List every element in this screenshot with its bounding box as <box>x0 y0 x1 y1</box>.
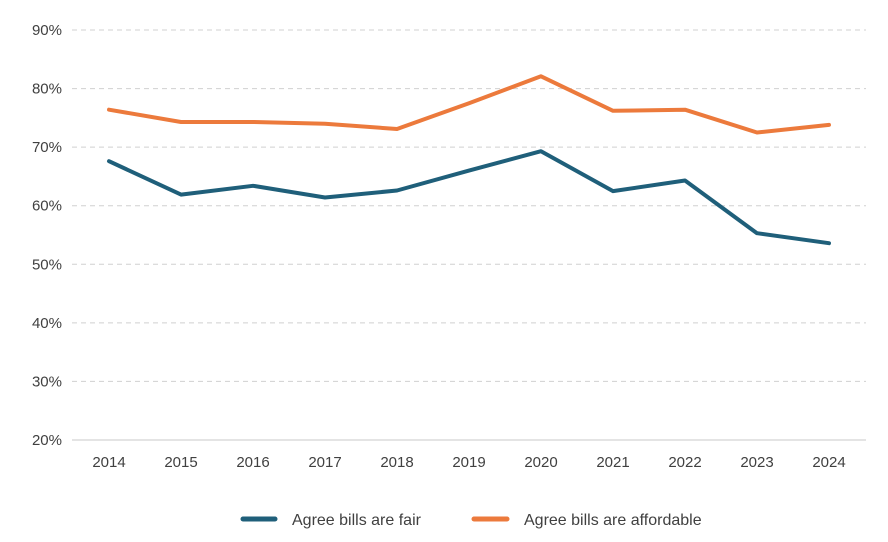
x-tick-label: 2018 <box>380 454 413 471</box>
x-tick-label: 2019 <box>452 454 485 471</box>
y-tick-label: 30% <box>32 373 62 390</box>
x-tick-label: 2024 <box>812 454 845 471</box>
gridlines <box>72 29 866 382</box>
y-tick-label: 90% <box>32 22 62 39</box>
x-tick-label: 2017 <box>308 454 341 471</box>
x-tick-label: 2020 <box>524 454 557 471</box>
legend-item-affordable: Agree bills are affordable <box>471 512 702 529</box>
y-tick-label: 70% <box>32 139 62 156</box>
series-line-affordable <box>107 74 831 135</box>
legend-label-affordable: Agree bills are affordable <box>524 512 702 529</box>
series-group <box>107 74 831 246</box>
y-tick-label: 40% <box>32 315 62 332</box>
x-tick-label: 2015 <box>164 454 197 471</box>
x-tick-label: 2023 <box>740 454 773 471</box>
x-tick-label: 2016 <box>236 454 269 471</box>
x-tick-label: 2022 <box>668 454 701 471</box>
legend-label-fair: Agree bills are fair <box>292 512 422 529</box>
y-tick-label: 20% <box>32 432 62 449</box>
legend-item-fair: Agree bills are fair <box>240 512 422 529</box>
y-tick-label: 50% <box>32 256 62 273</box>
series-line-fair <box>107 149 831 246</box>
x-axis-ticks: 2014 2015 2016 2017 2018 2019 2020 2021 2022 2023… <box>92 454 845 471</box>
y-tick-label: 60% <box>32 198 62 215</box>
x-tick-label: 2014 <box>92 454 125 471</box>
legend: Agree bills are fair Agree bills are aff… <box>240 512 702 529</box>
y-axis-ticks: 20% 30% 40% 50% 60% 70% 80% 90% <box>32 22 62 449</box>
x-tick-label: 2021 <box>596 454 629 471</box>
y-tick-label: 80% <box>32 81 62 98</box>
